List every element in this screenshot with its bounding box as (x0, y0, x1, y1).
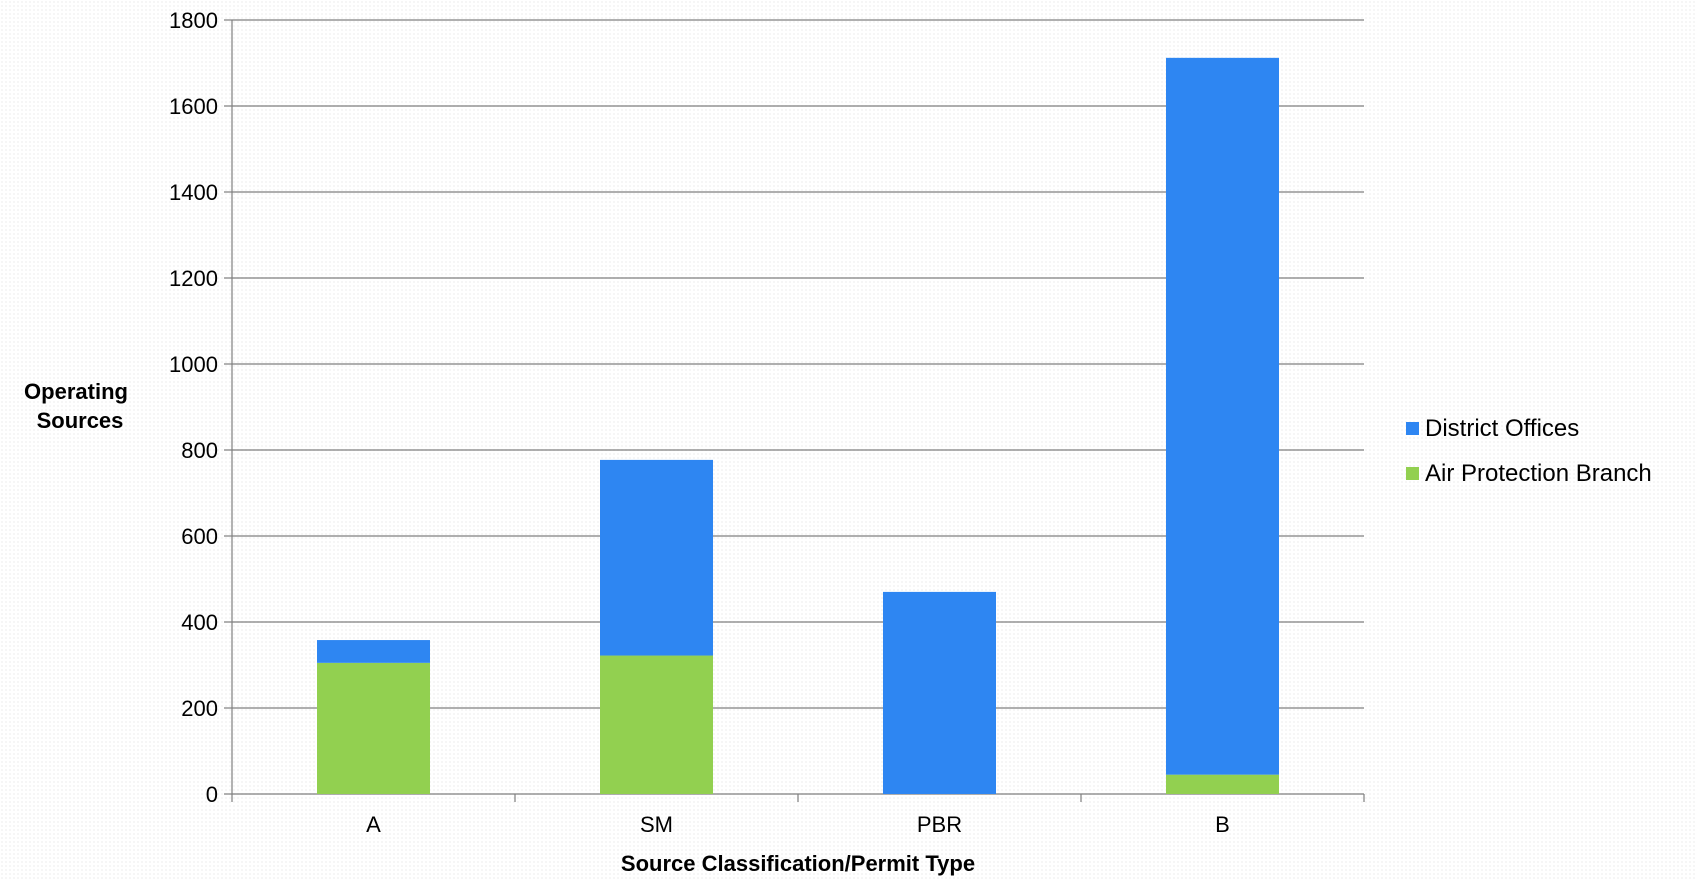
y-tick-label-1400: 1400 (169, 180, 218, 205)
legend-swatch-air-protection-branch (1406, 467, 1419, 480)
y-tick-label-1200: 1200 (169, 266, 218, 291)
y-tick-label-800: 800 (181, 438, 218, 463)
y-tick-label-600: 600 (181, 524, 218, 549)
y-tick-label-400: 400 (181, 610, 218, 635)
bar-a-district-offices (317, 640, 430, 663)
y-tick-label-200: 200 (181, 696, 218, 721)
legend-label-district-offices: District Offices (1425, 415, 1579, 442)
bar-sm-district-offices (600, 459, 713, 656)
x-tick-label-b: B (1215, 812, 1230, 837)
x-axis-title: Source Classification/Permit Type (621, 851, 975, 876)
bar-pbr-district-offices (883, 591, 996, 794)
y-axis-title-line-2: Sources (37, 408, 124, 433)
x-tick-label-sm: SM (640, 812, 673, 837)
x-tick-label-pbr: PBR (917, 812, 962, 837)
y-tick-label-1800: 1800 (169, 8, 218, 33)
y-axis-title-line-1: Operating (24, 379, 128, 404)
y-tick-label-1600: 1600 (169, 94, 218, 119)
y-tick-label-0: 0 (206, 782, 218, 807)
x-tick-labels: A SM PBR B (366, 812, 1230, 837)
bars (317, 57, 1279, 794)
bar-b-air-protection-branch (1166, 774, 1279, 794)
y-tick-labels: 0 200 400 600 800 1000 1200 1400 1600 1800 (169, 8, 218, 807)
bar-a-air-protection-branch (317, 662, 430, 794)
y-tick-label-1000: 1000 (169, 352, 218, 377)
legend-label-air-protection-branch: Air Protection Branch (1425, 460, 1652, 487)
bar-b-district-offices (1166, 57, 1279, 775)
gridlines (232, 19, 1364, 709)
bar-sm-air-protection-branch (600, 655, 713, 794)
legend-swatch-district-offices (1406, 422, 1419, 435)
legend: District Offices Air Protection Branch (1406, 415, 1652, 487)
x-tick-label-a: A (366, 812, 381, 837)
